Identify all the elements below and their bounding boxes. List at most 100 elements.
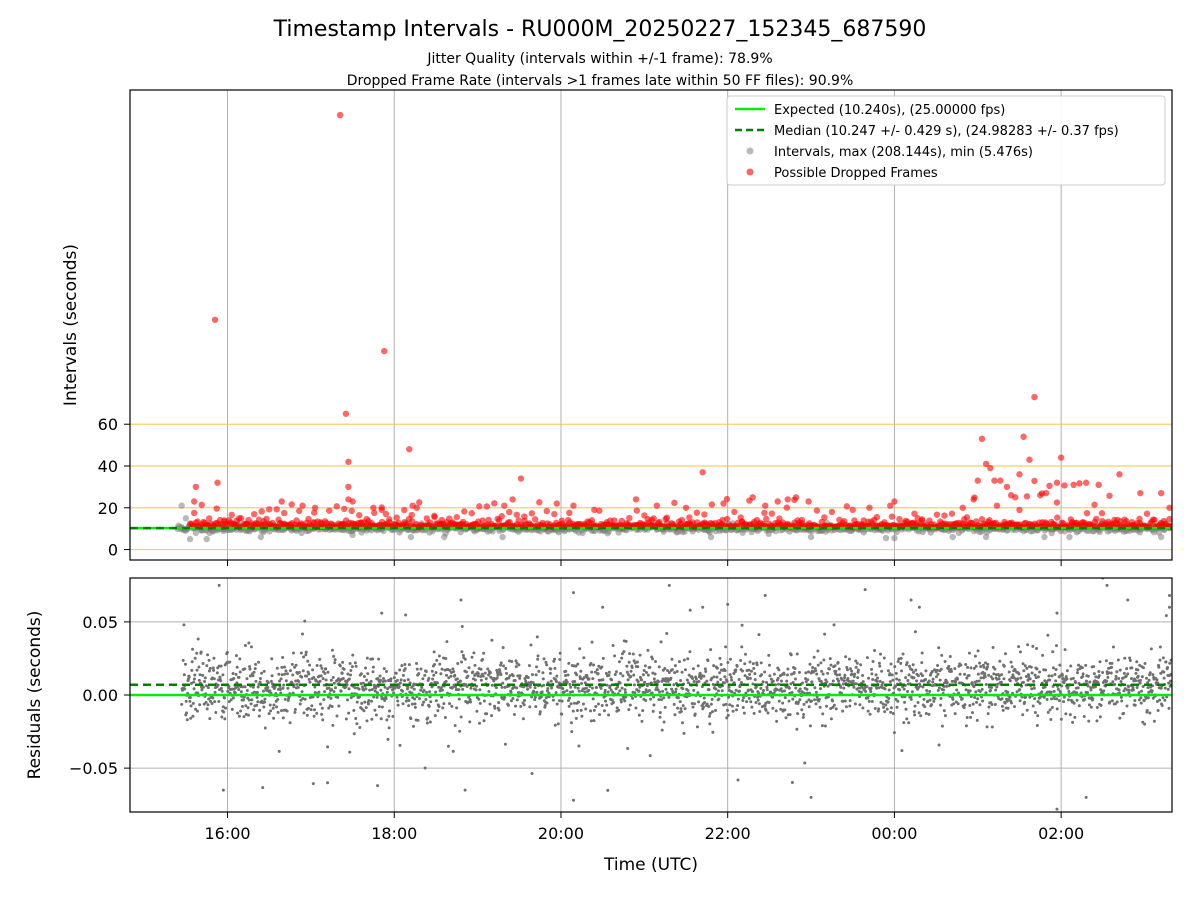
residual-point <box>415 662 418 665</box>
residual-point <box>946 681 949 684</box>
residual-point <box>889 680 892 683</box>
residual-point <box>537 654 540 657</box>
residual-point <box>974 690 977 693</box>
residual-point <box>1030 687 1033 690</box>
residual-point <box>286 687 289 690</box>
residual-point <box>653 677 656 680</box>
residual-point <box>702 705 705 708</box>
residual-point <box>1064 712 1067 715</box>
residual-point <box>870 672 873 675</box>
residual-point <box>370 700 373 703</box>
residual-point <box>651 657 654 660</box>
residual-point <box>365 706 368 709</box>
residual-point <box>386 691 389 694</box>
residual-point <box>383 686 386 689</box>
residual-point <box>628 661 631 664</box>
residual-point <box>469 687 472 690</box>
residual-point <box>844 700 847 703</box>
residual-point <box>238 676 241 679</box>
residual-point <box>417 672 420 675</box>
residual-point <box>726 661 729 664</box>
residual-point <box>1088 681 1091 684</box>
residual-point <box>938 686 941 689</box>
residual-point <box>859 663 862 666</box>
residual-point <box>745 700 748 703</box>
dropped-frame-point <box>844 503 850 509</box>
residual-point <box>448 702 451 705</box>
residual-point <box>671 668 674 671</box>
residual-point <box>592 697 595 700</box>
residual-point <box>468 666 471 669</box>
residual-point <box>302 655 305 658</box>
residual-point <box>477 698 480 701</box>
residual-point <box>992 672 995 675</box>
residual-point <box>866 697 869 700</box>
residual-point <box>750 706 753 709</box>
residual-point <box>654 660 657 663</box>
residual-point <box>351 665 354 668</box>
residual-point <box>1168 662 1171 665</box>
residual-point <box>723 675 726 678</box>
residual-point <box>386 738 389 741</box>
residual-point <box>280 677 283 680</box>
residual-point <box>923 698 926 701</box>
residual-point <box>1055 644 1058 647</box>
dropped-frame-point <box>381 348 387 354</box>
residual-point <box>527 676 530 679</box>
residual-point <box>727 714 730 717</box>
residual-point <box>575 673 578 676</box>
interval-point <box>1158 534 1164 540</box>
residual-point <box>257 661 260 664</box>
residual-point <box>461 688 464 691</box>
dropped-frame-point <box>701 511 707 517</box>
dropped-frame-point <box>554 500 560 506</box>
residual-point <box>464 658 467 661</box>
residual-point <box>945 685 948 688</box>
residual-point <box>238 715 241 718</box>
residual-point <box>637 689 640 692</box>
residual-point <box>408 699 411 702</box>
residual-point <box>971 711 974 714</box>
residual-point <box>195 652 198 655</box>
residual-point <box>1139 696 1142 699</box>
residual-point <box>515 686 518 689</box>
residual-point <box>937 646 940 649</box>
residual-point <box>1051 706 1054 709</box>
residual-point <box>834 664 837 667</box>
residual-point <box>708 688 711 691</box>
dropped-frame-point <box>814 507 820 513</box>
residual-point <box>890 706 893 709</box>
dropped-frame-point <box>874 514 880 520</box>
residual-point <box>775 720 778 723</box>
residual-point <box>1050 691 1053 694</box>
residual-point <box>843 679 846 682</box>
residual-point <box>444 657 447 660</box>
residual-point <box>831 699 834 702</box>
residual-point <box>496 674 499 677</box>
residual-point <box>517 663 520 666</box>
residual-point <box>1002 677 1005 680</box>
residuals-y-tick-label: −0.05 <box>69 759 118 778</box>
residual-point <box>903 701 906 704</box>
residual-point <box>235 654 238 657</box>
dropped-frame-point <box>1046 483 1052 489</box>
residual-point <box>968 704 971 707</box>
residual-point <box>523 703 526 706</box>
residual-point <box>821 724 824 727</box>
residual-point <box>316 664 319 667</box>
residual-point <box>1118 688 1121 691</box>
residual-point <box>700 677 703 680</box>
residual-point <box>954 712 957 715</box>
residual-point <box>939 679 942 682</box>
residual-point <box>908 673 911 676</box>
residual-point <box>336 696 339 699</box>
intervals-x-ticks <box>228 560 1062 566</box>
dropped-frame-point <box>997 477 1003 483</box>
residual-point <box>367 703 370 706</box>
residual-point <box>801 681 804 684</box>
residual-point <box>385 718 388 721</box>
residual-point <box>1150 647 1153 650</box>
residual-point <box>712 664 715 667</box>
residual-point <box>587 689 590 692</box>
residual-point <box>826 672 829 675</box>
